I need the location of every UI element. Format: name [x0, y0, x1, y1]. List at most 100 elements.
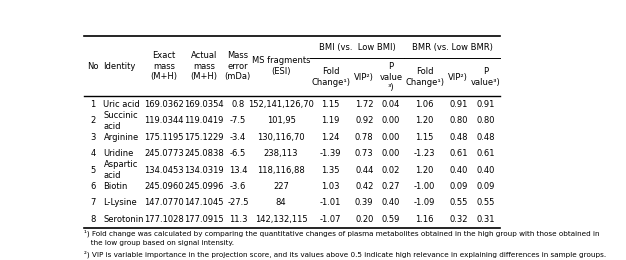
Text: -3.6: -3.6 — [230, 182, 246, 191]
Text: VIP²): VIP²) — [448, 73, 468, 82]
Text: 1.15: 1.15 — [416, 133, 434, 142]
Text: MS fragments
(ESI): MS fragments (ESI) — [252, 56, 310, 76]
Text: Actual
mass
(M+H): Actual mass (M+H) — [190, 51, 217, 81]
Text: 152,141,126,70: 152,141,126,70 — [248, 100, 314, 109]
Text: 0.61: 0.61 — [449, 149, 468, 158]
Text: 0.00: 0.00 — [382, 149, 400, 158]
Text: 0.80: 0.80 — [476, 116, 495, 125]
Text: 0.09: 0.09 — [449, 182, 468, 191]
Text: 177.0915: 177.0915 — [184, 215, 223, 224]
Text: 0.78: 0.78 — [355, 133, 374, 142]
Text: 101,95: 101,95 — [267, 116, 295, 125]
Text: 0.59: 0.59 — [382, 215, 400, 224]
Text: 6: 6 — [90, 182, 96, 191]
Text: 119.0419: 119.0419 — [184, 116, 223, 125]
Text: Fold
Change¹): Fold Change¹) — [311, 67, 350, 87]
Text: BMI (vs.  Low BMI): BMI (vs. Low BMI) — [319, 43, 396, 52]
Text: 0.55: 0.55 — [476, 198, 495, 207]
Text: 0.27: 0.27 — [382, 182, 400, 191]
Text: -1.01: -1.01 — [320, 198, 341, 207]
Text: 1.72: 1.72 — [355, 100, 374, 109]
Text: P
value
³): P value ³) — [379, 62, 403, 93]
Text: 0.39: 0.39 — [355, 198, 374, 207]
Text: 175.1195: 175.1195 — [144, 133, 183, 142]
Text: 1.35: 1.35 — [321, 166, 340, 175]
Text: VIP²): VIP²) — [354, 73, 374, 82]
Text: 13.4: 13.4 — [228, 166, 247, 175]
Text: No: No — [87, 62, 98, 71]
Text: 169.0354: 169.0354 — [184, 100, 223, 109]
Text: -1.00: -1.00 — [414, 182, 435, 191]
Text: 0.40: 0.40 — [476, 166, 495, 175]
Text: 7: 7 — [90, 198, 96, 207]
Text: L-Lysine: L-Lysine — [103, 198, 137, 207]
Text: 245.0996: 245.0996 — [184, 182, 223, 191]
Text: -1.23: -1.23 — [414, 149, 436, 158]
Text: 134.0453: 134.0453 — [144, 166, 183, 175]
Text: 0.91: 0.91 — [449, 100, 468, 109]
Text: 119.0344: 119.0344 — [144, 116, 183, 125]
Text: Identity: Identity — [103, 62, 136, 71]
Text: 0.40: 0.40 — [449, 166, 468, 175]
Text: 0.80: 0.80 — [449, 116, 468, 125]
Text: Biotin: Biotin — [103, 182, 128, 191]
Text: 227: 227 — [273, 182, 289, 191]
Text: -1.39: -1.39 — [320, 149, 341, 158]
Text: -27.5: -27.5 — [227, 198, 249, 207]
Text: ¹) Fold change was calculated by comparing the quantitative changes of plasma me: ¹) Fold change was calculated by compari… — [84, 230, 600, 237]
Text: 0.32: 0.32 — [449, 215, 468, 224]
Text: 0.00: 0.00 — [382, 133, 400, 142]
Text: -1.07: -1.07 — [320, 215, 341, 224]
Text: -7.5: -7.5 — [230, 116, 246, 125]
Text: 0.40: 0.40 — [382, 198, 400, 207]
Text: ²) VIP is variable importance in the projection score, and its values above 0.5 : ²) VIP is variable importance in the pro… — [84, 251, 606, 258]
Text: 11.3: 11.3 — [228, 215, 247, 224]
Text: 130,116,70: 130,116,70 — [257, 133, 305, 142]
Text: 1.19: 1.19 — [321, 116, 340, 125]
Text: 118,116,88: 118,116,88 — [257, 166, 305, 175]
Text: 0.20: 0.20 — [355, 215, 374, 224]
Text: 175.1229: 175.1229 — [184, 133, 223, 142]
Text: Exact
mass
(M+H): Exact mass (M+H) — [150, 51, 177, 81]
Text: 0.61: 0.61 — [476, 149, 495, 158]
Text: 0.09: 0.09 — [476, 182, 495, 191]
Text: 1: 1 — [90, 100, 95, 109]
Text: 0.48: 0.48 — [476, 133, 495, 142]
Text: 169.0362: 169.0362 — [144, 100, 184, 109]
Text: Uric acid: Uric acid — [103, 100, 140, 109]
Text: 0.02: 0.02 — [382, 166, 400, 175]
Text: 245.0960: 245.0960 — [144, 182, 183, 191]
Text: 0.92: 0.92 — [355, 116, 374, 125]
Text: 0.04: 0.04 — [382, 100, 400, 109]
Text: Aspartic
acid: Aspartic acid — [103, 160, 138, 180]
Text: P
value³): P value³) — [471, 67, 501, 87]
Text: -1.09: -1.09 — [414, 198, 435, 207]
Text: Uridine: Uridine — [103, 149, 134, 158]
Text: 245.0773: 245.0773 — [144, 149, 184, 158]
Text: 1.24: 1.24 — [321, 133, 340, 142]
Text: 0.42: 0.42 — [355, 182, 374, 191]
Text: 0.48: 0.48 — [449, 133, 468, 142]
Text: 0.55: 0.55 — [449, 198, 468, 207]
Text: 2: 2 — [90, 116, 95, 125]
Text: 1.16: 1.16 — [416, 215, 434, 224]
Text: 0.91: 0.91 — [476, 100, 495, 109]
Text: 5: 5 — [90, 166, 95, 175]
Text: 3: 3 — [90, 133, 96, 142]
Text: 0.44: 0.44 — [355, 166, 374, 175]
Text: Succinic
acid: Succinic acid — [103, 111, 138, 131]
Text: 134.0319: 134.0319 — [184, 166, 223, 175]
Text: -3.4: -3.4 — [230, 133, 246, 142]
Text: 0.00: 0.00 — [382, 116, 400, 125]
Text: 0.8: 0.8 — [231, 100, 245, 109]
Text: Serotonin: Serotonin — [103, 215, 144, 224]
Text: 245.0838: 245.0838 — [184, 149, 223, 158]
Text: 8: 8 — [90, 215, 96, 224]
Text: Arginine: Arginine — [103, 133, 139, 142]
Text: 0.31: 0.31 — [476, 215, 495, 224]
Text: the low group based on signal intensity.: the low group based on signal intensity. — [84, 240, 234, 246]
Text: 1.20: 1.20 — [416, 166, 434, 175]
Text: 1.06: 1.06 — [416, 100, 434, 109]
Text: Mass
error
(mDa): Mass error (mDa) — [225, 51, 251, 81]
Text: 1.03: 1.03 — [321, 182, 340, 191]
